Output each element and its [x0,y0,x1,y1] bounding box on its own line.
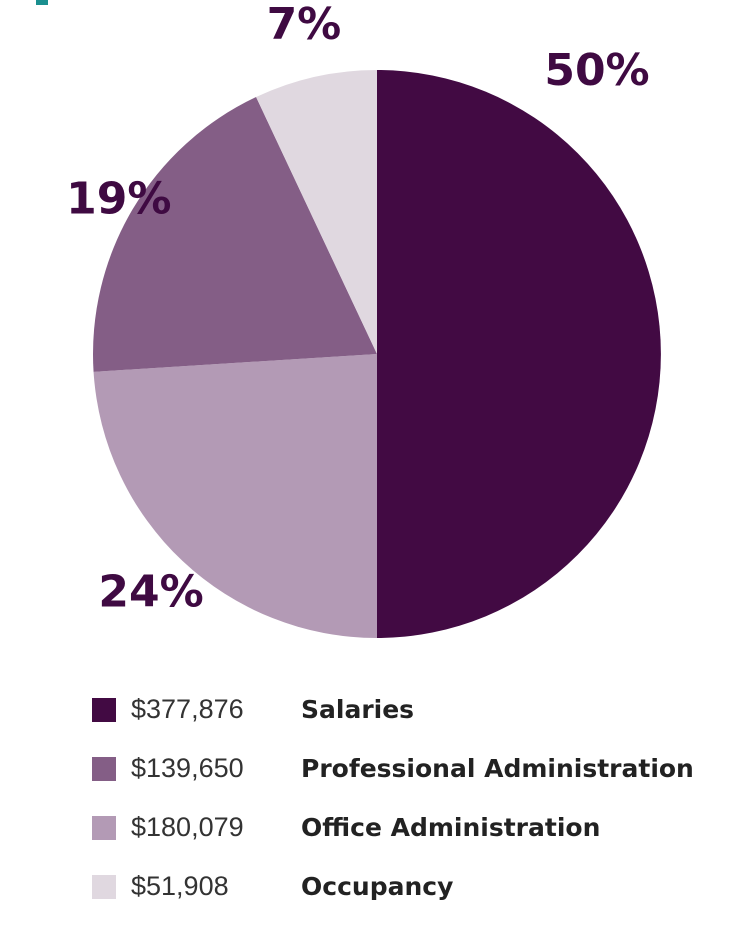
legend-label: Occupancy [301,872,454,901]
legend-label: Office Administration [301,813,601,842]
legend-swatch [92,874,116,899]
legend-item-professional-administration: $139,650 Professional Administration [92,749,694,788]
percent-label-occupancy: 7% [267,0,342,50]
pie-slice-professional-administration [93,97,377,372]
legend-amount: $180,079 [131,812,244,842]
legend-swatch [92,756,116,781]
pie-slice-office-administration [93,354,377,638]
percent-label-professional-administration: 19% [66,173,171,224]
pie-slice-occupancy [256,70,377,354]
legend-item-occupancy: $51,908 Occupancy [92,867,694,906]
legend-amount: $139,650 [131,753,244,783]
corner-accent-mark [36,0,48,5]
legend-swatch [92,697,116,722]
percent-label-office-administration: 24% [98,567,203,618]
percent-label-salaries: 50% [544,45,649,96]
legend-amount: $377,876 [131,694,244,724]
legend-label: Professional Administration [301,754,694,783]
pie-chart: 50% 24% 19% 7% [66,0,661,638]
legend-item-salaries: $377,876 Salaries [92,690,694,729]
legend-swatch [92,815,116,840]
legend-label: Salaries [301,695,415,724]
legend-amount: $51,908 [131,871,229,901]
legend-item-office-administration: $180,079 Office Administration [92,808,694,847]
pie-slice-salaries [377,70,661,638]
chart-legend: $377,876 Salaries $139,650 Professional … [92,690,694,926]
